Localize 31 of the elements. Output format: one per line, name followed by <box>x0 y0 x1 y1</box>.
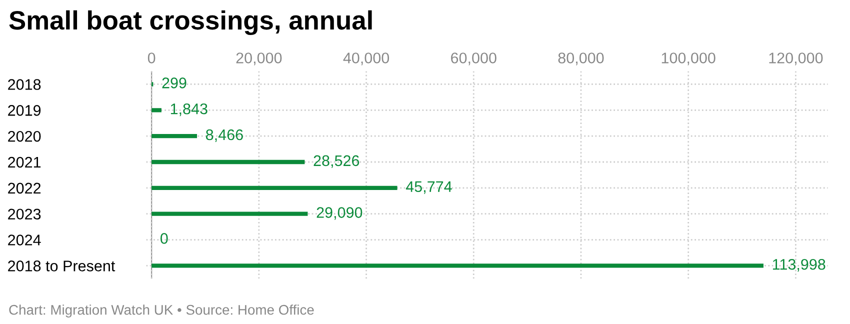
y-tick-label: 2019 <box>8 105 41 116</box>
y-tick-label: 2023 <box>8 208 41 220</box>
data-label: 8,466 <box>206 129 243 142</box>
bar <box>152 108 162 112</box>
x-tick-label: 120,000 <box>769 52 823 66</box>
data-label: 0 <box>160 233 168 244</box>
x-tick-label: 0 <box>148 52 156 64</box>
x-tick-label: 40,000 <box>343 52 390 66</box>
y-tick-label: 2020 <box>8 130 41 142</box>
data-label: 299 <box>162 78 186 88</box>
bar <box>152 186 398 190</box>
x-tick-label: 100,000 <box>662 52 716 66</box>
y-tick-label: 2022 <box>8 182 41 194</box>
y-tick-label: 2018 <box>8 79 41 90</box>
x-tick-label: 80,000 <box>558 52 604 66</box>
data-label: 28,526 <box>314 155 360 168</box>
bar <box>152 134 198 138</box>
y-tick-label: 2024 <box>8 234 41 246</box>
data-label: 45,774 <box>406 181 452 194</box>
y-tick-label: 2018 to Present <box>8 260 116 272</box>
x-tick-label: 20,000 <box>236 52 282 66</box>
text: Chart: Migration Watch UK • Source: Home Office <box>9 304 314 318</box>
bar <box>152 212 308 216</box>
chart-title: Small boat crossings, annual <box>9 10 372 36</box>
bar <box>152 160 305 164</box>
data-label: 29,090 <box>316 207 362 220</box>
data-label: 113,998 <box>772 258 826 272</box>
data-label: 1,843 <box>170 103 208 116</box>
x-tick-label: 60,000 <box>451 52 496 66</box>
bar <box>152 264 764 268</box>
y-tick-label: 2021 <box>8 156 41 168</box>
